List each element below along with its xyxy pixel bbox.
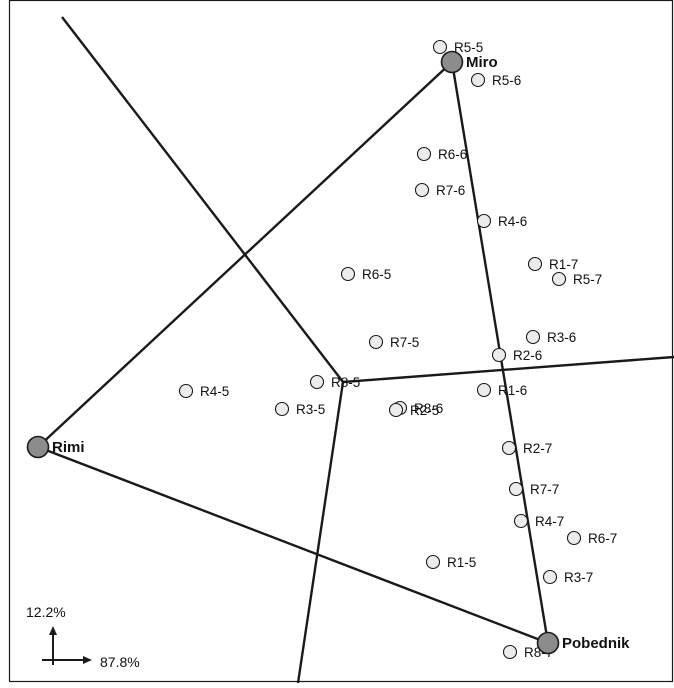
edge-miro-rimi <box>37 61 453 448</box>
data-point <box>566 530 582 546</box>
data-point-label: R1-6 <box>498 383 527 398</box>
data-point <box>491 347 507 363</box>
data-point <box>414 182 430 198</box>
data-point-label: R5-7 <box>573 272 602 287</box>
data-point-label: R5-6 <box>492 73 521 88</box>
data-point-label: R4-7 <box>535 514 564 529</box>
data-point-label: R4-5 <box>200 384 229 399</box>
data-point <box>502 644 518 660</box>
edge-rimi-pobednik <box>37 445 549 645</box>
data-point-label: R3-6 <box>547 330 576 345</box>
hub-label: Pobednik <box>562 635 630 652</box>
data-point <box>542 569 558 585</box>
scale-arrowhead-right <box>83 656 92 664</box>
data-point-label: R2-5 <box>410 403 439 418</box>
hub-marker <box>26 435 50 459</box>
data-point <box>416 146 432 162</box>
data-point <box>368 334 384 350</box>
partition-lines <box>61 16 674 684</box>
data-point-label: R1-7 <box>549 257 578 272</box>
data-point <box>309 374 325 390</box>
data-point-label: R8-5 <box>331 375 360 390</box>
data-point <box>476 213 492 229</box>
data-point-label: R7-5 <box>390 335 419 350</box>
scale-arrowhead-up <box>49 626 57 635</box>
data-point-label: R7-6 <box>436 183 465 198</box>
data-point-label: R2-7 <box>523 441 552 456</box>
data-point-label: R6-6 <box>438 147 467 162</box>
data-point <box>525 329 541 345</box>
data-point-label: R7-7 <box>530 482 559 497</box>
data-point-label: R8-6 <box>414 401 443 416</box>
data-point <box>178 383 194 399</box>
data-point-label: R4-6 <box>498 214 527 229</box>
data-point <box>340 266 356 282</box>
data-point-label: R5-5 <box>454 40 483 55</box>
hub-label: Rimi <box>52 439 85 456</box>
data-point <box>527 256 543 272</box>
data-point-label: R6-5 <box>362 267 391 282</box>
data-point <box>274 401 290 417</box>
hub-markers: Miro Rimi Pobednik <box>26 50 630 655</box>
scale-indicator <box>42 626 92 665</box>
data-point-label: R6-7 <box>588 531 617 546</box>
scale-x-label: 87.8% <box>100 654 140 670</box>
data-point <box>508 481 524 497</box>
scale-y-label: 12.2% <box>26 604 66 620</box>
data-point <box>513 513 529 529</box>
hub-label: Miro <box>466 54 498 71</box>
data-point <box>470 72 486 88</box>
data-point-label: R3-7 <box>564 570 593 585</box>
data-point <box>388 402 404 418</box>
partition-line-nw <box>61 16 344 383</box>
data-point <box>432 39 448 55</box>
data-point-label: R1-5 <box>447 555 476 570</box>
data-point-label: R2-6 <box>513 348 542 363</box>
partition-line-east <box>342 355 674 384</box>
data-points: R5-5 R5-6 R6-6 R7-6 R4-6 R1-7R5-7 R6-5 R7-5 R3-6… <box>178 39 617 660</box>
hub-marker <box>440 50 464 74</box>
data-point <box>551 271 567 287</box>
data-point-label: R3-5 <box>296 402 325 417</box>
data-point <box>425 554 441 570</box>
hub-marker <box>536 631 560 655</box>
plot-frame <box>8 0 674 683</box>
data-point <box>501 440 517 456</box>
data-point <box>476 382 492 398</box>
partition-line-south <box>296 381 345 684</box>
